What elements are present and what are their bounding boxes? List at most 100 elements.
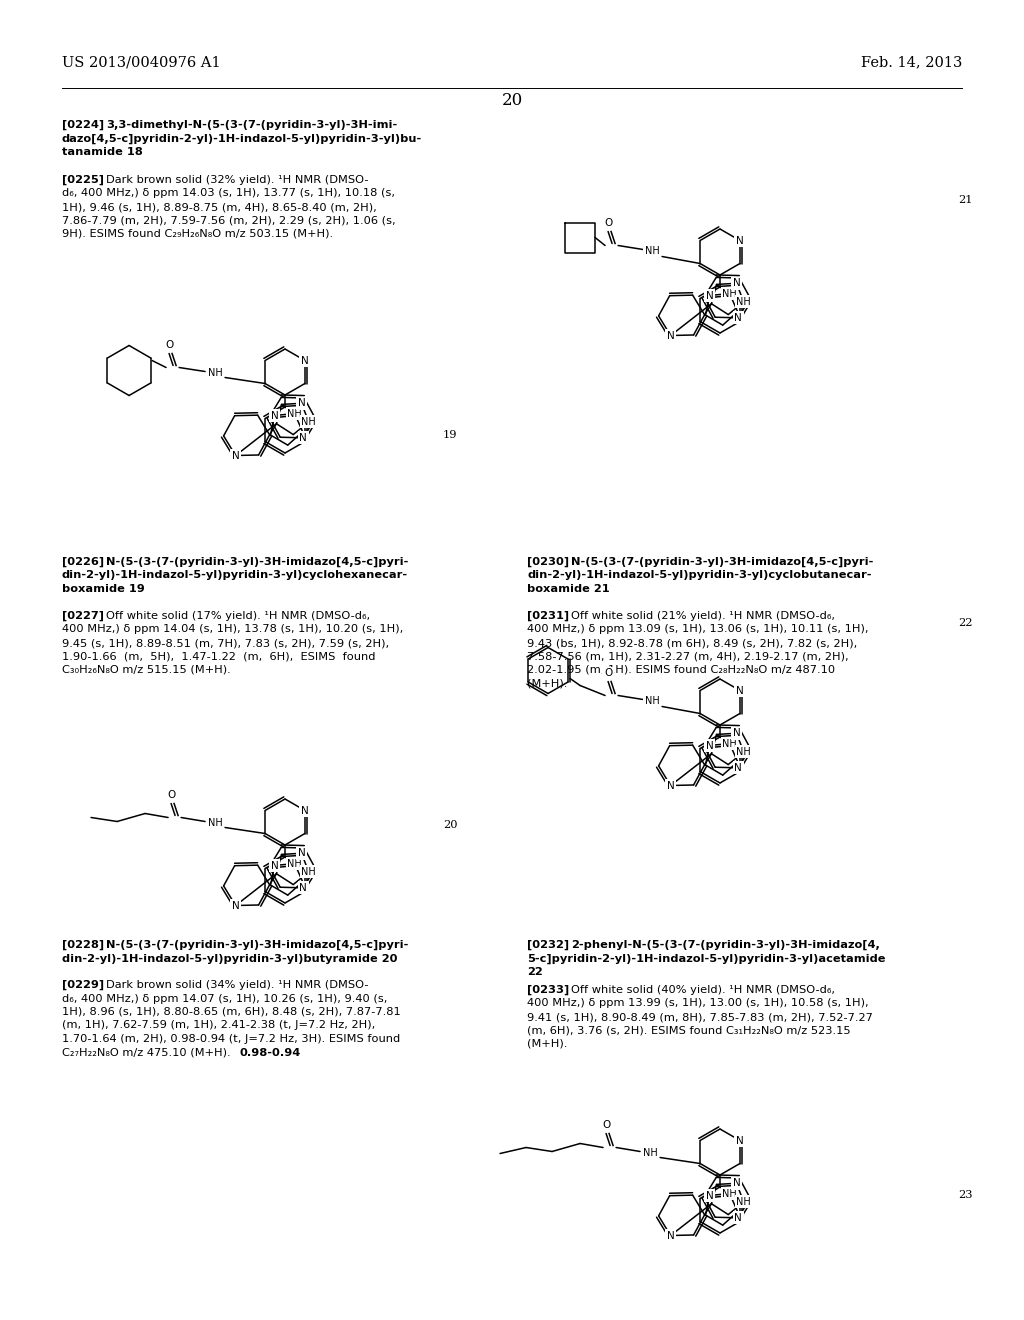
Text: NH: NH (208, 368, 222, 379)
Text: NH: NH (722, 1188, 737, 1199)
Text: 9.43 (bs, 1H), 8.92-8.78 (m 6H), 8.49 (s, 2H), 7.82 (s, 2H),: 9.43 (bs, 1H), 8.92-8.78 (m 6H), 8.49 (s… (527, 638, 857, 648)
Text: NH: NH (722, 289, 737, 298)
Text: Feb. 14, 2013: Feb. 14, 2013 (860, 55, 962, 69)
Text: NH: NH (288, 858, 302, 869)
Text: O: O (602, 1121, 610, 1130)
Text: [0228]: [0228] (62, 940, 104, 950)
Text: 1.90-1.66  (m,  5H),  1.47-1.22  (m,  6H),  ESIMS  found: 1.90-1.66 (m, 5H), 1.47-1.22 (m, 6H), ES… (62, 652, 376, 661)
Text: N: N (667, 330, 675, 341)
Text: 400 MHz,) δ ppm 13.09 (s, 1H), 13.06 (s, 1H), 10.11 (s, 1H),: 400 MHz,) δ ppm 13.09 (s, 1H), 13.06 (s,… (527, 624, 868, 635)
Text: tanamide 18: tanamide 18 (62, 147, 142, 157)
Text: 7.86-7.79 (m, 2H), 7.59-7.56 (m, 2H), 2.29 (s, 2H), 1.06 (s,: 7.86-7.79 (m, 2H), 7.59-7.56 (m, 2H), 2.… (62, 215, 395, 226)
Text: [0226]: [0226] (62, 557, 104, 568)
Text: NH: NH (208, 818, 222, 829)
Text: Dark brown solid (34% yield). ¹H NMR (DMSO-: Dark brown solid (34% yield). ¹H NMR (DM… (106, 979, 369, 990)
Text: N: N (706, 741, 714, 751)
Text: dazo[4,5-c]pyridin-2-yl)-1H-indazol-5-yl)pyridin-3-yl)bu-: dazo[4,5-c]pyridin-2-yl)-1H-indazol-5-yl… (62, 133, 422, 144)
Text: 2.02-1.95 (m, 1H). ESIMS found C₂₈H₂₂N₈O m/z 487.10: 2.02-1.95 (m, 1H). ESIMS found C₂₈H₂₂N₈O… (527, 665, 836, 675)
Text: 0.98-0.94: 0.98-0.94 (240, 1048, 301, 1057)
Text: O: O (167, 791, 175, 800)
Text: N: N (706, 290, 714, 301)
Text: Off white solid (40% yield). ¹H NMR (DMSO-d₆,: Off white solid (40% yield). ¹H NMR (DMS… (571, 985, 835, 995)
Text: [0229]: [0229] (62, 979, 104, 990)
Text: 22: 22 (958, 618, 973, 628)
Text: [0224]: [0224] (62, 120, 104, 131)
Text: din-2-yl)-1H-indazol-5-yl)pyridin-3-yl)cyclobutanecar-: din-2-yl)-1H-indazol-5-yl)pyridin-3-yl)c… (527, 570, 871, 581)
Text: Off white solid (21% yield). ¹H NMR (DMSO-d₆,: Off white solid (21% yield). ¹H NMR (DMS… (571, 611, 835, 620)
Text: N: N (299, 433, 307, 442)
Text: N: N (736, 1135, 743, 1146)
Text: 9.45 (s, 1H), 8.89-8.51 (m, 7H), 7.83 (s, 2H), 7.59 (s, 2H),: 9.45 (s, 1H), 8.89-8.51 (m, 7H), 7.83 (s… (62, 638, 389, 648)
Text: N: N (301, 805, 309, 816)
Text: NH: NH (301, 417, 316, 426)
Text: N: N (231, 450, 240, 461)
Text: 5-c]pyridin-2-yl)-1H-indazol-5-yl)pyridin-3-yl)acetamide: 5-c]pyridin-2-yl)-1H-indazol-5-yl)pyridi… (527, 953, 886, 964)
Text: N: N (271, 861, 279, 870)
Text: N: N (732, 1179, 740, 1188)
Text: NH: NH (736, 297, 751, 308)
Text: N: N (734, 763, 742, 772)
Text: 7.58-7.56 (m, 1H), 2.31-2.27 (m, 4H), 2.19-2.17 (m, 2H),: 7.58-7.56 (m, 1H), 2.31-2.27 (m, 4H), 2.… (527, 652, 849, 661)
Text: N: N (734, 1213, 742, 1222)
Text: Off white solid (17% yield). ¹H NMR (DMSO-d₆,: Off white solid (17% yield). ¹H NMR (DMS… (106, 611, 370, 620)
Text: din-2-yl)-1H-indazol-5-yl)pyridin-3-yl)butyramide 20: din-2-yl)-1H-indazol-5-yl)pyridin-3-yl)b… (62, 953, 397, 964)
Text: N: N (667, 780, 675, 791)
Text: 2-phenyl-N-(5-(3-(7-(pyridin-3-yl)-3H-imidazo[4,: 2-phenyl-N-(5-(3-(7-(pyridin-3-yl)-3H-im… (571, 940, 880, 950)
Text: US 2013/0040976 A1: US 2013/0040976 A1 (62, 55, 220, 69)
Text: N: N (706, 1191, 714, 1200)
Text: 21: 21 (958, 195, 973, 205)
Text: N: N (301, 355, 309, 366)
Text: [0225]: [0225] (62, 176, 104, 185)
Text: N-(5-(3-(7-(pyridin-3-yl)-3H-imidazo[4,5-c]pyri-: N-(5-(3-(7-(pyridin-3-yl)-3H-imidazo[4,5… (106, 557, 409, 568)
Text: (M+H).: (M+H). (527, 678, 567, 689)
Text: C₂₇H₂₂N₈O m/z 475.10 (M+H).: C₂₇H₂₂N₈O m/z 475.10 (M+H). (62, 1048, 230, 1057)
Text: NH: NH (643, 1148, 657, 1159)
Text: N: N (231, 900, 240, 911)
Text: 400 MHz,) δ ppm 14.04 (s, 1H), 13.78 (s, 1H), 10.20 (s, 1H),: 400 MHz,) δ ppm 14.04 (s, 1H), 13.78 (s,… (62, 624, 403, 635)
Text: N: N (736, 685, 743, 696)
Text: 20: 20 (502, 92, 522, 110)
Text: 22: 22 (527, 968, 543, 977)
Text: NH: NH (645, 697, 659, 706)
Text: boxamide 21: boxamide 21 (527, 583, 609, 594)
Text: NH: NH (645, 247, 659, 256)
Text: N: N (734, 313, 742, 323)
Text: 19: 19 (443, 430, 458, 440)
Text: [0230]: [0230] (527, 557, 569, 568)
Text: N-(5-(3-(7-(pyridin-3-yl)-3H-imidazo[4,5-c]pyri-: N-(5-(3-(7-(pyridin-3-yl)-3H-imidazo[4,5… (106, 940, 409, 950)
Text: 1H), 9.46 (s, 1H), 8.89-8.75 (m, 4H), 8.65-8.40 (m, 2H),: 1H), 9.46 (s, 1H), 8.89-8.75 (m, 4H), 8.… (62, 202, 377, 213)
Text: 3,3-dimethyl-N-(5-(3-(7-(pyridin-3-yl)-3H-imi-: 3,3-dimethyl-N-(5-(3-(7-(pyridin-3-yl)-3… (106, 120, 397, 129)
Text: boxamide 19: boxamide 19 (62, 583, 144, 594)
Text: N: N (298, 399, 305, 408)
Text: (m, 1H), 7.62-7.59 (m, 1H), 2.41-2.38 (t, J=7.2 Hz, 2H),: (m, 1H), 7.62-7.59 (m, 1H), 2.41-2.38 (t… (62, 1020, 375, 1031)
Text: N: N (732, 729, 740, 738)
Text: NH: NH (736, 747, 751, 756)
Text: N: N (667, 1230, 675, 1241)
Text: N: N (736, 235, 743, 246)
Text: NH: NH (301, 867, 316, 876)
Text: (M+H).: (M+H). (527, 1039, 567, 1049)
Text: NH: NH (288, 408, 302, 418)
Text: [0232]: [0232] (527, 940, 569, 950)
Text: NH: NH (736, 1197, 751, 1206)
Text: N: N (732, 279, 740, 288)
Text: [0231]: [0231] (527, 611, 569, 622)
Text: 9H). ESIMS found C₂₉H₂₆N₈O m/z 503.15 (M+H).: 9H). ESIMS found C₂₉H₂₆N₈O m/z 503.15 (M… (62, 228, 333, 239)
Text: C₃₀H₂₆N₈O m/z 515.15 (M+H).: C₃₀H₂₆N₈O m/z 515.15 (M+H). (62, 665, 230, 675)
Text: O: O (604, 668, 612, 678)
Text: O: O (165, 341, 173, 351)
Text: 1H), 8.96 (s, 1H), 8.80-8.65 (m, 6H), 8.48 (s, 2H), 7.87-7.81: 1H), 8.96 (s, 1H), 8.80-8.65 (m, 6H), 8.… (62, 1007, 400, 1016)
Text: d₆, 400 MHz,) δ ppm 14.07 (s, 1H), 10.26 (s, 1H), 9.40 (s,: d₆, 400 MHz,) δ ppm 14.07 (s, 1H), 10.26… (62, 994, 387, 1003)
Text: N-(5-(3-(7-(pyridin-3-yl)-3H-imidazo[4,5-c]pyri-: N-(5-(3-(7-(pyridin-3-yl)-3H-imidazo[4,5… (571, 557, 873, 568)
Text: NH: NH (722, 738, 737, 748)
Text: N: N (299, 883, 307, 892)
Text: (m, 6H), 3.76 (s, 2H). ESIMS found C₃₁H₂₂N₈O m/z 523.15: (m, 6H), 3.76 (s, 2H). ESIMS found C₃₁H₂… (527, 1026, 851, 1035)
Text: 23: 23 (958, 1191, 973, 1200)
Text: d₆, 400 MHz,) δ ppm 14.03 (s, 1H), 13.77 (s, 1H), 10.18 (s,: d₆, 400 MHz,) δ ppm 14.03 (s, 1H), 13.77… (62, 189, 395, 198)
Text: O: O (604, 219, 612, 228)
Text: 400 MHz,) δ ppm 13.99 (s, 1H), 13.00 (s, 1H), 10.58 (s, 1H),: 400 MHz,) δ ppm 13.99 (s, 1H), 13.00 (s,… (527, 998, 868, 1008)
Text: [0227]: [0227] (62, 611, 104, 622)
Text: 1.70-1.64 (m, 2H), 0.98-0.94 (t, J=7.2 Hz, 3H). ESIMS found: 1.70-1.64 (m, 2H), 0.98-0.94 (t, J=7.2 H… (62, 1034, 400, 1044)
Text: 20: 20 (443, 820, 458, 830)
Text: N: N (271, 411, 279, 421)
